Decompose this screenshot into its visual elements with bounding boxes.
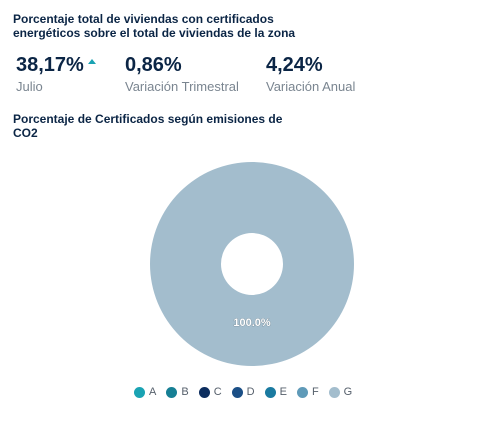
- legend-item-d[interactable]: D: [231, 386, 255, 398]
- page-title: Porcentaje total de viviendas con certif…: [13, 12, 296, 40]
- legend-item-b[interactable]: B: [166, 386, 189, 398]
- stat-month-value-row: 38,17%: [16, 52, 96, 78]
- legend-dot-icon: [296, 386, 308, 398]
- legend-label: D: [246, 386, 255, 398]
- legend-item-e[interactable]: E: [264, 386, 287, 398]
- legend-label: F: [311, 386, 319, 398]
- legend-label: E: [279, 386, 287, 398]
- chart-legend: A B C D E F G: [134, 386, 362, 398]
- stat-month: 38,17% Julio: [16, 52, 96, 95]
- chart-title: Porcentaje de Certificados según emision…: [13, 112, 283, 140]
- stat-quarterly-label: Variación Trimestral: [125, 79, 239, 94]
- stat-month-label: Julio: [16, 79, 43, 94]
- legend-item-c[interactable]: C: [198, 386, 222, 398]
- trend-up-icon: [87, 58, 96, 64]
- pie-slice-g[interactable]: [150, 162, 354, 366]
- stat-annual-value: 4,24%: [266, 54, 323, 76]
- legend-dot-icon: [328, 386, 340, 398]
- legend-label: A: [149, 386, 157, 398]
- legend-label: G: [343, 386, 353, 398]
- donut-chart: 100.0%: [150, 162, 354, 366]
- legend-item-f[interactable]: F: [296, 386, 319, 398]
- legend-label: C: [213, 386, 222, 398]
- stat-quarterly: 0,86% Variación Trimestral: [125, 52, 239, 95]
- legend-dot-icon: [166, 386, 178, 398]
- legend-item-a[interactable]: A: [134, 386, 156, 398]
- stat-annual-label: Variación Anual: [266, 79, 356, 94]
- stat-annual: 4,24% Variación Anual: [266, 52, 355, 95]
- legend-dot-icon: [198, 386, 210, 398]
- legend-item-g[interactable]: G: [328, 386, 353, 398]
- stat-quarterly-value: 0,86%: [125, 54, 182, 76]
- legend-dot-icon: [264, 386, 276, 398]
- stat-month-value: 38,17%: [16, 54, 84, 76]
- legend-dot-icon: [231, 386, 243, 398]
- data-label-g: 100.0%: [233, 317, 271, 329]
- legend-dot-icon: [134, 386, 145, 398]
- legend-label: B: [181, 386, 189, 398]
